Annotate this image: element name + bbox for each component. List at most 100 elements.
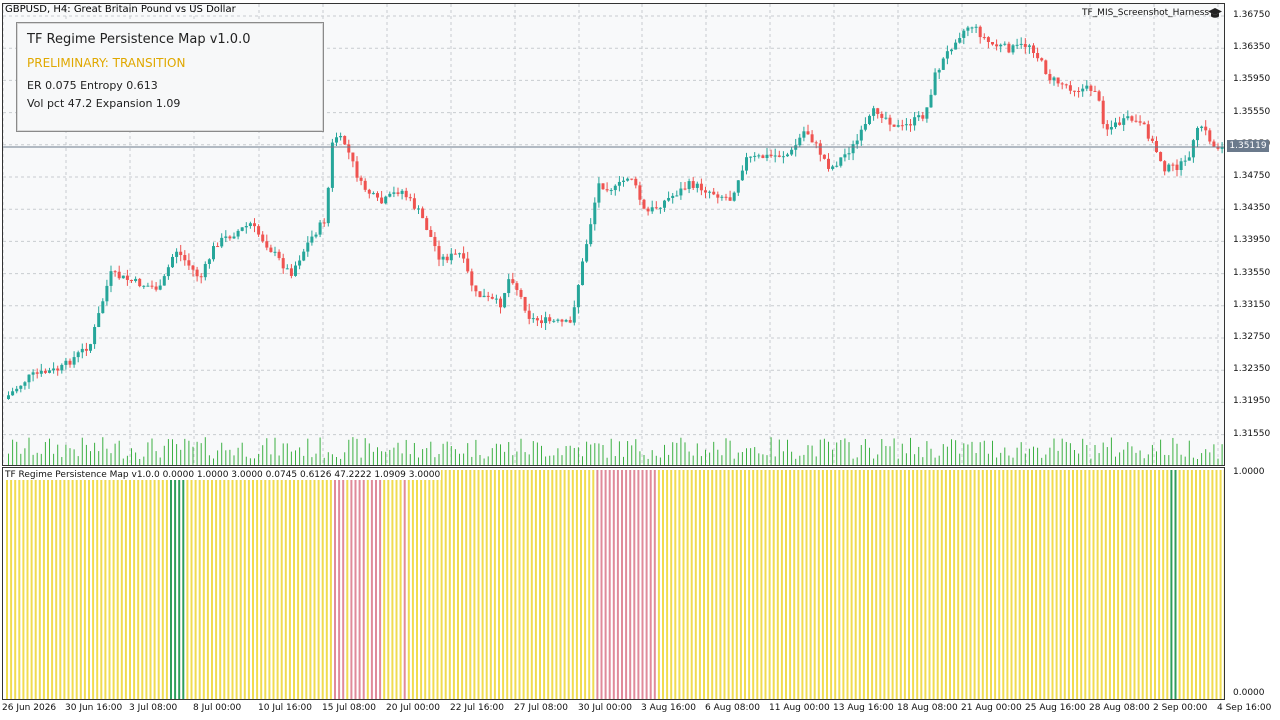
- regime-bar-transition: [1137, 470, 1140, 699]
- regime-bar-transition: [842, 470, 845, 699]
- candle-body: [339, 136, 343, 138]
- price-tick-label: 1.34750: [1233, 171, 1271, 181]
- regime-bar-transition: [1182, 470, 1185, 699]
- candle-body: [19, 385, 23, 389]
- price-tick-label: 1.31950: [1233, 396, 1271, 407]
- regime-bar-range: [403, 470, 406, 699]
- regime-bar-transition: [887, 470, 890, 699]
- candle-body: [130, 279, 133, 281]
- regime-bar-transition: [1067, 470, 1070, 699]
- candle-body: [195, 269, 199, 277]
- candle-body: [597, 183, 601, 203]
- regime-bar-transition: [231, 470, 234, 699]
- indicator-subwindow[interactable]: [2, 467, 1225, 700]
- candle-body: [478, 291, 482, 298]
- regime-bar-transition: [1129, 470, 1132, 699]
- candle-body: [589, 224, 593, 245]
- candle-body: [732, 192, 736, 201]
- candle-body: [544, 317, 548, 324]
- candle-body: [1064, 84, 1068, 86]
- regime-bar-trend: [182, 470, 185, 699]
- regime-bar-transition: [518, 470, 521, 699]
- candle-body: [642, 199, 646, 209]
- candle-body: [35, 372, 39, 374]
- candle-body: [244, 225, 248, 228]
- price-tick-label: 1.33950: [1233, 235, 1271, 246]
- candle-body: [560, 319, 564, 322]
- candle-body: [482, 295, 486, 298]
- regime-bar-transition: [957, 470, 960, 699]
- candle-body: [171, 256, 174, 268]
- candle-body: [240, 227, 244, 231]
- candle-body: [896, 125, 900, 127]
- time-tick-label: 28 Aug 08:00: [1089, 703, 1150, 713]
- regime-histogram: [6, 470, 1224, 699]
- regime-bar-transition: [243, 470, 246, 699]
- regime-bar-transition: [272, 470, 275, 699]
- candle-body: [1077, 90, 1081, 92]
- candle-body: [909, 124, 912, 126]
- time-tick-label: 21 Aug 00:00: [961, 703, 1022, 713]
- regime-bar-range: [625, 470, 628, 699]
- candle-body: [777, 155, 781, 157]
- candle-body: [285, 268, 289, 270]
- candle-body: [203, 263, 207, 278]
- regime-bar-transition: [1063, 470, 1066, 699]
- candle-body: [396, 192, 400, 194]
- candle-body: [991, 42, 994, 45]
- regime-bar-range: [616, 470, 619, 699]
- regime-bar-transition: [92, 470, 95, 699]
- regime-bar-transition: [920, 470, 923, 699]
- regime-bar-transition: [1043, 470, 1046, 699]
- regime-bar-transition: [34, 470, 37, 699]
- candle-body: [769, 154, 773, 156]
- candle-body: [466, 258, 470, 272]
- candle-body: [822, 154, 826, 159]
- regime-bar-transition: [1113, 470, 1115, 699]
- candle-body: [859, 129, 863, 141]
- regime-bar-transition: [1133, 470, 1136, 699]
- regime-bar-transition: [485, 470, 488, 699]
- regime-bar-transition: [461, 470, 464, 699]
- candle-body: [1093, 90, 1097, 92]
- candle-body: [958, 37, 962, 43]
- regime-bar-transition: [563, 470, 566, 699]
- regime-bar-transition: [875, 470, 878, 699]
- regime-bar-transition: [834, 470, 837, 699]
- regime-bar-transition: [711, 470, 714, 699]
- candle-body: [1159, 152, 1163, 162]
- regime-bar-transition: [448, 470, 451, 699]
- regime-bar-transition: [452, 470, 455, 699]
- candle-body: [212, 246, 215, 260]
- candle-body: [1196, 127, 1199, 141]
- time-tick-label: 11 Aug 00:00: [769, 703, 830, 713]
- candle-body: [827, 158, 830, 169]
- regime-bar-range: [653, 470, 656, 699]
- subwindow-min-label: 0.0000: [1233, 688, 1265, 698]
- regime-bar-transition: [1100, 470, 1103, 699]
- regime-bar-transition: [1145, 470, 1148, 699]
- regime-bar-transition: [530, 470, 533, 699]
- regime-bar-transition: [575, 470, 578, 699]
- er-entropy-readout: ER 0.075 Entropy 0.613: [27, 79, 158, 92]
- regime-bar-transition: [1010, 470, 1013, 699]
- candle-body: [843, 154, 847, 158]
- candle-body: [892, 124, 896, 127]
- regime-bar-transition: [1104, 470, 1107, 699]
- candle-body: [839, 157, 843, 166]
- regime-bar-transition: [678, 470, 681, 699]
- candle-body: [1032, 45, 1035, 54]
- regime-bar-transition: [1018, 470, 1021, 699]
- regime-bar-transition: [543, 470, 546, 699]
- regime-bar-transition: [260, 470, 263, 699]
- candle-body: [507, 279, 511, 294]
- regime-bar-transition: [325, 470, 328, 699]
- candle-body: [888, 117, 892, 125]
- regime-bar-transition: [264, 470, 267, 699]
- regime-bar-transition: [1080, 470, 1083, 699]
- candle-body: [1089, 85, 1093, 91]
- candle-body: [84, 348, 88, 351]
- graduation-cap-icon[interactable]: [1208, 7, 1222, 19]
- regime-bar-transition: [858, 470, 861, 699]
- candle-body: [412, 198, 416, 209]
